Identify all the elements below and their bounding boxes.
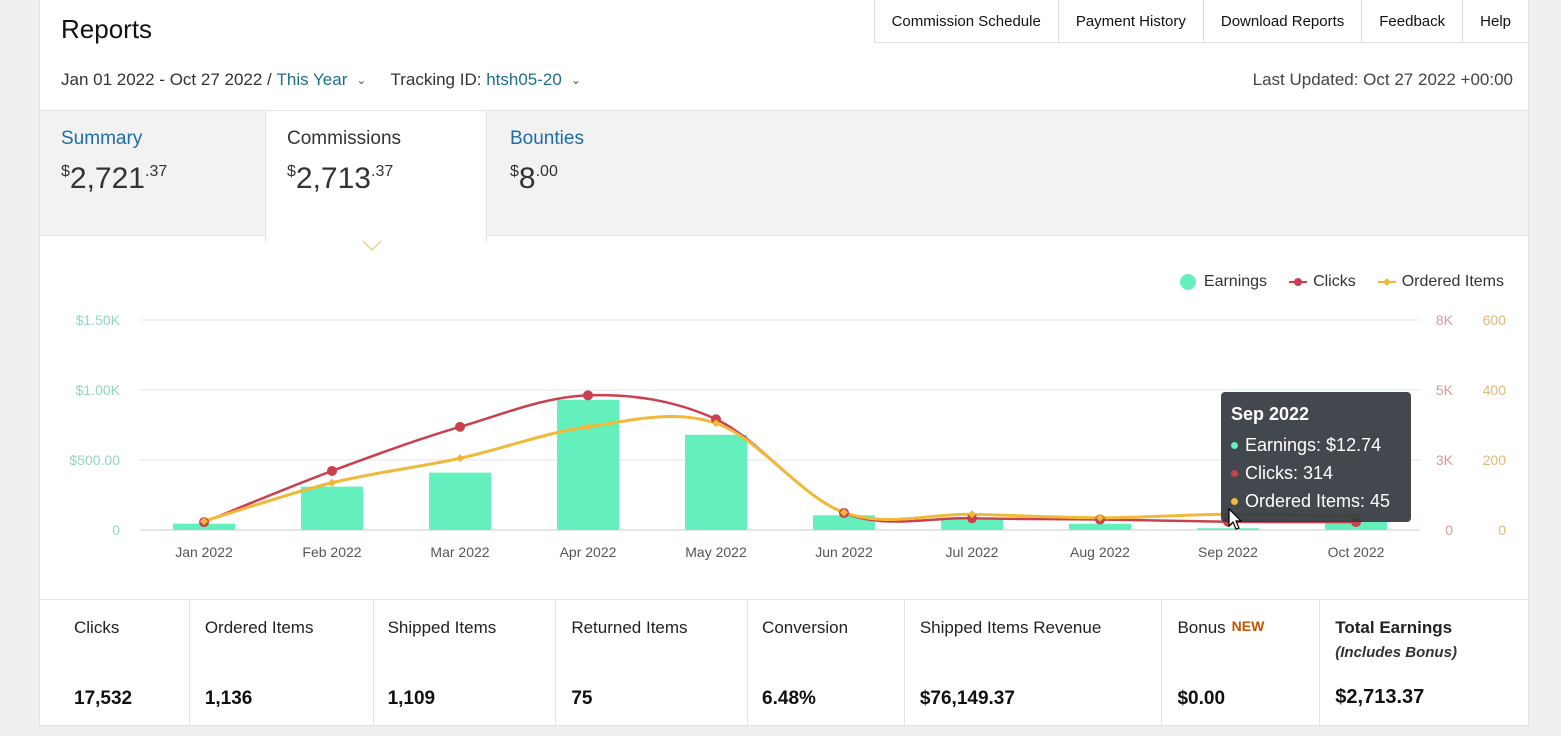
x-tick-label: Aug 2022 xyxy=(1070,544,1130,560)
clicks-line xyxy=(203,393,1357,524)
y-left-tick-label: $1.00K xyxy=(76,382,121,398)
feedback-link[interactable]: Feedback xyxy=(1362,0,1464,42)
mouse-cursor-icon xyxy=(1228,508,1243,530)
reports-panel: Reports Commission Schedule Payment Hist… xyxy=(39,0,1529,727)
period-dropdown[interactable]: This Year xyxy=(276,70,348,89)
new-badge: NEW xyxy=(1231,618,1265,634)
earnings-legend-icon xyxy=(1179,274,1196,290)
summary-amount: $2,721.37 xyxy=(61,162,168,195)
page-title: Reports xyxy=(61,14,153,44)
earnings-bar xyxy=(301,486,363,530)
top-links: Commission Schedule Payment History Down… xyxy=(873,0,1528,43)
filter-bar: Jan 01 2022 - Oct 27 2022 / This Year ⌄ … xyxy=(61,70,605,90)
date-range: Jan 01 2022 - Oct 27 2022 / xyxy=(61,70,272,89)
y-right-ordered-tick-label: 400 xyxy=(1483,382,1507,398)
legend-clicks[interactable]: Clicks xyxy=(1289,273,1356,291)
stat-shipped-items-revenue: Shipped Items Revenue $76,149.37 xyxy=(905,600,1163,727)
ordered-bullet-icon xyxy=(1231,497,1238,505)
tooltip-earnings: Earnings: $12.74 xyxy=(1245,434,1382,455)
tracking-id-dropdown[interactable]: htsh05-20 xyxy=(486,70,562,89)
ordered-items-line xyxy=(203,415,1357,523)
chevron-down-icon[interactable]: ⌄ xyxy=(356,73,367,87)
x-tick-label: Sep 2022 xyxy=(1198,544,1258,560)
y-left-tick-label: $500.00 xyxy=(69,452,120,468)
bounties-amount: $8.00 xyxy=(510,162,558,195)
clicks-point xyxy=(711,414,721,425)
last-updated: Last Updated: Oct 27 2022 +00:00 xyxy=(1252,70,1513,89)
earnings-bar xyxy=(685,434,747,530)
clicks-point xyxy=(327,465,337,476)
legend-ordered-items[interactable]: Ordered Items xyxy=(1377,273,1504,291)
y-right-clicks-tick-label: 3K xyxy=(1436,452,1454,468)
legend-earnings[interactable]: Earnings xyxy=(1179,273,1267,291)
stat-total-earnings: Total Earnings (Includes Bonus) $2,713.37 xyxy=(1335,618,1457,708)
tracking-id-label: Tracking ID: xyxy=(390,70,482,89)
stat-bonus: Bonus NEW $0.00 xyxy=(1162,600,1321,727)
active-tab-caret-icon xyxy=(362,240,382,252)
y-left-tick-label: 0 xyxy=(112,522,120,538)
chart-legend: Earnings Clicks Ordered Items xyxy=(1158,273,1504,291)
y-right-ordered-tick-label: 0 xyxy=(1498,522,1506,538)
earnings-bar xyxy=(429,472,491,530)
chevron-down-icon[interactable]: ⌄ xyxy=(570,73,581,87)
ordered-items-legend-icon xyxy=(1377,278,1396,286)
y-left-tick-label: $1.50K xyxy=(76,312,121,328)
earnings-chart: 0 0 0 $500.00 3K 200 $1.00K 5K 400 $1.50K 8K 600 Jan… xyxy=(69,312,1507,560)
ordered-items-point xyxy=(1096,513,1104,522)
clicks-legend-icon xyxy=(1289,278,1308,286)
clicks-point xyxy=(583,390,593,401)
y-right-ordered-tick-label: 200 xyxy=(1483,452,1507,468)
x-tick-label: Jan 2022 xyxy=(175,544,233,560)
x-tick-label: Oct 2022 xyxy=(1328,544,1385,560)
report-tabs: Summary $2,721.37 Commissions $2,713.37 … xyxy=(40,110,1528,242)
ordered-items-point xyxy=(328,478,336,487)
clicks-point xyxy=(455,421,465,432)
ordered-items-point xyxy=(840,508,848,517)
stats-bar: Clicks 17,532 Ordered Items 1,136 Shippe… xyxy=(40,599,1528,727)
ordered-items-point xyxy=(712,419,720,428)
y-right-ordered-tick-label: 600 xyxy=(1483,312,1507,328)
stat-conversion: Conversion 6.48% xyxy=(748,600,905,727)
stat-clicks: Clicks 17,532 xyxy=(40,600,190,727)
ordered-items-point xyxy=(200,517,208,526)
earnings-bar xyxy=(941,518,1003,530)
x-tick-label: May 2022 xyxy=(685,544,747,560)
tab-bounties-label: Bounties xyxy=(510,128,584,149)
tooltip-ordered: Ordered Items: 45 xyxy=(1245,490,1391,511)
chart-tooltip: Sep 2022 Earnings: $12.74 Clicks: 314 Or… xyxy=(1221,392,1411,522)
ordered-items-point xyxy=(584,422,592,431)
stat-ordered-items: Ordered Items 1,136 xyxy=(190,600,374,727)
x-tick-label: Jul 2022 xyxy=(946,544,999,560)
x-tick-label: Mar 2022 xyxy=(430,544,489,560)
tooltip-title: Sep 2022 xyxy=(1231,404,1310,424)
x-tick-label: Apr 2022 xyxy=(560,544,617,560)
y-right-clicks-tick-label: 0 xyxy=(1445,522,1453,538)
earnings-bar xyxy=(1197,528,1259,530)
ordered-items-point xyxy=(968,510,976,519)
earnings-bar xyxy=(557,399,619,530)
ordered-items-point xyxy=(456,454,464,463)
y-right-clicks-tick-label: 5K xyxy=(1436,382,1454,398)
help-link[interactable]: Help xyxy=(1480,12,1511,30)
download-reports-link[interactable]: Download Reports xyxy=(1204,0,1363,42)
stat-returned-items: Returned Items 75 xyxy=(556,600,749,727)
earnings-bar xyxy=(1069,523,1131,530)
commissions-amount: $2,713.37 xyxy=(287,162,394,195)
y-right-clicks-tick-label: 8K xyxy=(1436,312,1454,328)
clicks-bullet-icon xyxy=(1231,469,1238,477)
stat-shipped-items: Shipped Items 1,109 xyxy=(374,600,557,727)
x-tick-label: Feb 2022 xyxy=(302,544,361,560)
payment-history-link[interactable]: Payment History xyxy=(1059,0,1204,42)
x-tick-label: Jun 2022 xyxy=(815,544,873,560)
tab-commissions-label: Commissions xyxy=(287,128,402,149)
tab-summary[interactable]: Summary $2,721.37 xyxy=(40,111,265,237)
tab-commissions[interactable]: Commissions $2,713.37 xyxy=(265,111,487,242)
commission-schedule-link[interactable]: Commission Schedule xyxy=(875,0,1059,42)
tooltip-clicks: Clicks: 314 xyxy=(1245,462,1334,483)
tab-bounties[interactable]: Bounties $8.00 xyxy=(489,111,709,237)
earnings-bullet-icon xyxy=(1231,441,1238,449)
tab-summary-label: Summary xyxy=(61,128,143,149)
